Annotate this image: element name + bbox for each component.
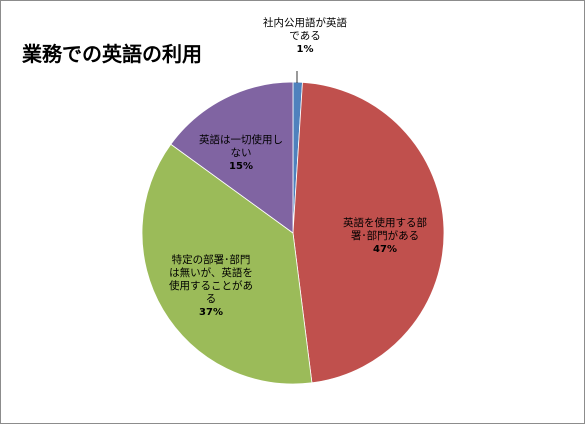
slice-2-label-line-1: 英語を使用する部 — [343, 216, 427, 229]
chart-title: 業務での英語の利用 — [22, 42, 202, 66]
slice-3-label-line-1: 特定の部署･部門 — [172, 253, 251, 266]
pie-slice-4 — [170, 81, 294, 234]
slice-4-percent-label: 15% — [229, 161, 253, 172]
slice-2-label-line-2: 署･部門がある — [351, 229, 419, 242]
pie-slice-3 — [141, 143, 313, 385]
slice-1-percent-label: 1% — [297, 44, 314, 55]
slice-3-label-line-3: 使用することがあ — [169, 279, 253, 292]
slice-3-percent-label: 37% — [199, 307, 223, 318]
slice-4-label-line-1: 英語は一切使用し — [199, 133, 283, 146]
slice-4-label-line-2: ない — [231, 147, 252, 159]
slice-1-label-line-1: 社内公用語が英語 — [263, 16, 347, 29]
slice-3-label-line-4: る — [206, 293, 217, 305]
slice-1-label-line-2: である — [289, 30, 320, 42]
slice-3-label-line-2: は無いが、英語を — [169, 266, 253, 279]
pie-slice-2 — [292, 81, 445, 384]
slice-2-percent-label: 47% — [373, 244, 397, 255]
